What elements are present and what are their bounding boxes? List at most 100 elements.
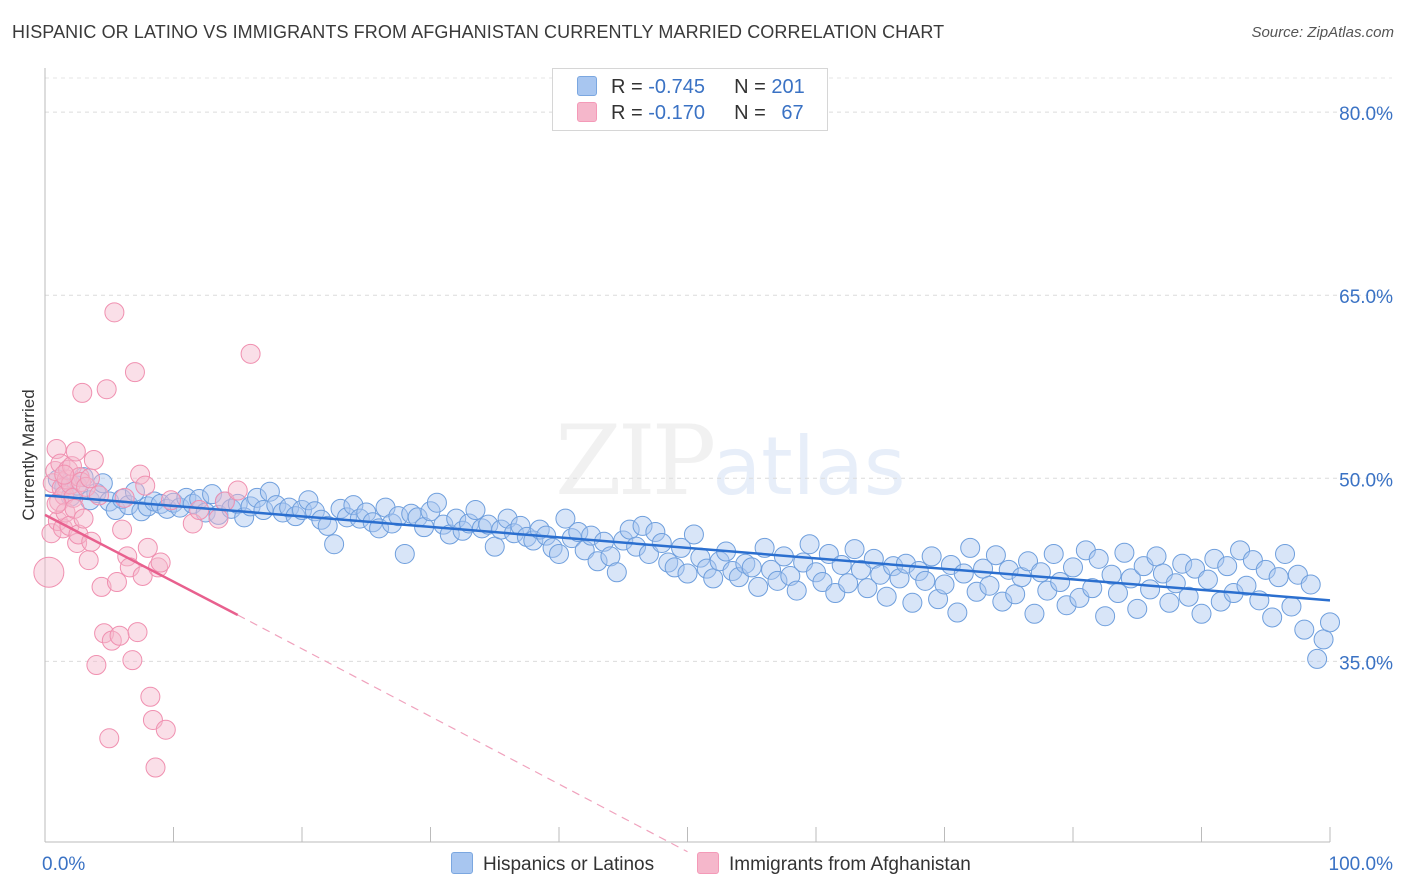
watermark-zip: ZIP — [555, 405, 716, 517]
hispanics-point — [259, 481, 280, 502]
hispanics-point — [1281, 596, 1302, 617]
afghanistan-point — [65, 441, 86, 462]
afghanistan-point — [109, 625, 130, 646]
hispanics-point — [1024, 603, 1045, 624]
hispanics-point — [1101, 564, 1122, 585]
hispanics-point — [812, 572, 833, 593]
hispanics-point — [336, 507, 357, 528]
hispanics-point — [761, 559, 782, 580]
hispanics-point — [838, 573, 859, 594]
hispanics-point — [857, 578, 878, 599]
hispanics-point — [831, 554, 852, 575]
hispanics-point — [606, 562, 627, 583]
hispanics-point — [317, 515, 338, 536]
hispanics-point — [741, 557, 762, 578]
afghanistan-point — [86, 655, 107, 676]
afghanistan-point — [104, 302, 125, 323]
hispanics-point — [394, 543, 415, 564]
hispanics-point — [780, 565, 801, 586]
hispanics-point — [491, 519, 512, 540]
hispanics-point — [767, 570, 788, 591]
hispanics-point — [1320, 612, 1340, 633]
legend-item-afghanistan: Immigrants from Afghanistan — [697, 852, 971, 876]
afghanistan-point — [189, 500, 210, 521]
hispanics-point — [1185, 558, 1206, 579]
hispanics-point — [1082, 578, 1103, 599]
hispanics-point — [844, 539, 865, 560]
hispanics-point — [1146, 546, 1167, 567]
afghanistan-point — [140, 686, 161, 707]
y-tick-label: 80.0% — [1339, 104, 1393, 125]
hispanics-point — [722, 561, 743, 582]
legend-swatch-blue — [451, 852, 473, 874]
hispanics-point — [1140, 579, 1161, 600]
hispanics-point — [979, 575, 1000, 596]
hispanics-point — [850, 559, 871, 580]
afghanistan-point — [240, 343, 261, 364]
afghanistan-point — [79, 468, 100, 489]
hispanics-point — [735, 553, 756, 574]
legend-swatch-pink — [577, 102, 597, 122]
hispanics-point — [324, 534, 345, 555]
afghanistan-point — [182, 513, 203, 534]
afghanistan-point — [73, 508, 94, 529]
hispanics-point — [928, 589, 949, 610]
hispanics-point — [1063, 557, 1083, 578]
afghanistan-point — [94, 623, 115, 644]
legend-label: Hispanics or Latinos — [483, 854, 655, 875]
hispanics-point — [426, 492, 447, 513]
tick-labels: 35.0% 50.0% 65.0% 80.0% 0.0% 100.0% — [42, 104, 1393, 875]
afghanistan-trend-line — [44, 513, 239, 617]
hispanics-point — [651, 532, 672, 553]
chart-title: HISPANIC OR LATINO VS IMMIGRANTS FROM AF… — [12, 22, 945, 42]
series-afghanistan-points — [33, 302, 261, 778]
legend-row-hispanics: R = -0.745 N = 201 — [577, 76, 805, 98]
hispanics-point — [992, 591, 1013, 612]
hispanics-point — [953, 563, 974, 584]
hispanics-point — [902, 592, 923, 613]
hispanics-point — [1107, 583, 1128, 604]
afghanistan-point — [67, 532, 88, 553]
hispanics-point — [921, 546, 942, 567]
source-label: Source: ZipAtlas.com — [1251, 24, 1394, 41]
hispanics-point — [947, 602, 968, 623]
y-tick-label: 35.0% — [1339, 653, 1393, 674]
watermark-atlas: atlas — [712, 420, 906, 513]
afghanistan-point — [122, 650, 143, 671]
hispanics-point — [1178, 586, 1199, 607]
afghanistan-point — [83, 450, 104, 470]
x-tick-label: 100.0% — [1329, 854, 1394, 875]
afghanistan-point — [41, 523, 62, 544]
watermark: ZIPatlas — [555, 405, 906, 517]
afghanistan-point — [99, 728, 120, 749]
hispanics-point — [1159, 592, 1180, 613]
afghanistan-point — [78, 550, 99, 571]
afghanistan-point — [96, 379, 117, 400]
hispanics-point — [1056, 595, 1077, 616]
afghanistan-point — [46, 493, 67, 514]
hispanics-point — [1300, 574, 1321, 595]
hispanics-point — [568, 522, 589, 543]
hispanics-point — [677, 563, 698, 584]
y-tick-label: 50.0% — [1339, 470, 1393, 491]
hispanics-point — [703, 568, 724, 589]
legend-n-label: N = — [734, 76, 766, 98]
hispanics-point — [542, 537, 563, 558]
hispanics-point — [966, 581, 987, 602]
legend-row-afghanistan: R = -0.170 N = 67 — [577, 102, 804, 124]
afghanistan-point — [127, 622, 148, 643]
hispanics-point — [202, 484, 223, 505]
legend-r-label: R = — [611, 102, 643, 124]
hispanics-point — [1275, 543, 1296, 564]
afghanistan-point — [137, 537, 158, 558]
hispanics-point — [478, 514, 499, 535]
hispanics-point — [1114, 542, 1135, 563]
hispanics-point — [1236, 575, 1257, 596]
afghanistan-point — [88, 485, 109, 506]
series-hispanics-points — [47, 467, 1340, 669]
correlation-legend: R = -0.745 N = 201 R = -0.170 N = 67 — [552, 68, 828, 131]
y-axis-label: Currently Married — [19, 389, 38, 521]
afghanistan-point — [155, 719, 176, 740]
afghanistan-point — [227, 480, 248, 501]
hispanics-point — [613, 530, 634, 551]
